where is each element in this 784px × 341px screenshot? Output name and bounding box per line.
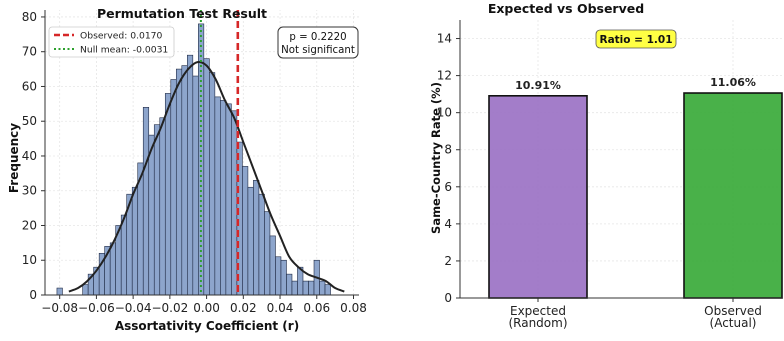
histogram-bar bbox=[153, 124, 161, 296]
histogram-bar bbox=[302, 280, 309, 296]
histogram-bar bbox=[242, 166, 249, 296]
histogram-bar bbox=[225, 103, 232, 296]
y-tick-label: 80 bbox=[22, 10, 37, 24]
y-tick-label: 8 bbox=[444, 143, 452, 157]
histogram-bar bbox=[109, 242, 116, 296]
ratio-annotation: Ratio = 1.01 bbox=[595, 29, 677, 49]
histogram-bar bbox=[291, 280, 298, 296]
histogram-bar bbox=[324, 284, 331, 296]
histogram-bar bbox=[187, 54, 194, 296]
ratio-label: Ratio = 1.01 bbox=[599, 34, 672, 46]
histogram-bar bbox=[286, 273, 293, 296]
comparison-chart: 10.91% Expected(Random) 11.06% Observed(Act… bbox=[429, 1, 783, 330]
y-tick-label: 2 bbox=[444, 254, 452, 268]
histogram-bar bbox=[192, 75, 199, 296]
x-tick-label: 0.00 bbox=[193, 301, 220, 315]
y-axis-label: Frequency bbox=[7, 123, 21, 193]
histogram-bar bbox=[209, 72, 216, 296]
histogram-bar bbox=[220, 100, 227, 296]
x-tick-label: Expected bbox=[510, 304, 566, 318]
kde-curve bbox=[68, 60, 345, 293]
x-tick-label: −0.04 bbox=[115, 301, 152, 315]
y-tick-label: 10 bbox=[22, 253, 37, 267]
x-tick-label: 0.06 bbox=[303, 301, 330, 315]
y-tick-label: 50 bbox=[22, 114, 37, 128]
x-tick-label: 0.02 bbox=[230, 301, 257, 315]
y-tick-label: 60 bbox=[22, 79, 37, 93]
chart-title: Expected vs Observed bbox=[488, 1, 644, 16]
y-tick-label: 14 bbox=[437, 32, 452, 46]
bar-value-label: 10.91% bbox=[515, 79, 561, 92]
y-tick-label: 12 bbox=[437, 69, 452, 83]
annotation-box bbox=[277, 26, 359, 59]
legend-label-observed: Observed: 0.0170 bbox=[80, 31, 163, 42]
histogram-bar bbox=[264, 211, 271, 296]
histogram-bar bbox=[131, 186, 139, 296]
bar-value-label: 11.06% bbox=[710, 76, 756, 89]
histogram-chart: 0 10 20 30 40 50 60 70 80 −0.08 −0.06 −0.04 −0.02 0.0… bbox=[7, 6, 367, 333]
y-tick-label: 70 bbox=[22, 45, 37, 59]
histogram-bar bbox=[175, 68, 183, 296]
x-tick-label: 0.08 bbox=[340, 301, 367, 315]
x-axis-label: Assortativity Coefficient (r) bbox=[115, 319, 299, 333]
histogram-bar bbox=[231, 110, 238, 296]
y-tick-label: 40 bbox=[22, 149, 37, 163]
x-tick-label: Observed bbox=[704, 304, 762, 318]
histogram-bar bbox=[164, 93, 172, 296]
x-tick-label: (Random) bbox=[508, 316, 567, 330]
histogram-bar bbox=[142, 107, 150, 296]
y-tick-label: 20 bbox=[22, 218, 37, 232]
y-tick-label: 10 bbox=[437, 106, 452, 120]
comparison-bar bbox=[488, 95, 588, 299]
histogram-bar bbox=[148, 134, 155, 296]
legend-box bbox=[48, 26, 175, 58]
histogram-bar bbox=[159, 117, 166, 296]
histogram-bar bbox=[253, 180, 260, 296]
histogram-bar bbox=[82, 284, 89, 296]
ratio-box bbox=[595, 29, 677, 49]
chart-title: Permutation Test Result bbox=[97, 6, 267, 21]
x-tick-label: −0.08 bbox=[41, 301, 78, 315]
y-tick-label: 0 bbox=[444, 291, 452, 305]
comparison-bar bbox=[683, 92, 783, 299]
histogram-bar bbox=[275, 256, 282, 296]
histogram-bar bbox=[203, 58, 210, 296]
histogram-bar bbox=[319, 280, 326, 296]
y-tick-label: 0 bbox=[29, 288, 37, 302]
x-tick-label: −0.06 bbox=[78, 301, 115, 315]
legend-label-null-mean: Null mean: -0.0031 bbox=[80, 45, 168, 56]
histogram-bar bbox=[214, 96, 221, 296]
histogram-bar bbox=[269, 235, 276, 296]
y-tick-label: 4 bbox=[444, 217, 452, 231]
annotation-line2: Not significant bbox=[281, 45, 355, 56]
histogram-bar bbox=[280, 259, 287, 296]
histogram-bar bbox=[56, 287, 63, 296]
legend: Observed: 0.0170 Null mean: -0.0031 bbox=[48, 26, 175, 58]
y-tick-label: 30 bbox=[22, 184, 37, 198]
x-tick-label: −0.02 bbox=[151, 301, 188, 315]
x-tick-label: (Actual) bbox=[710, 316, 757, 330]
histogram-bar bbox=[247, 186, 254, 296]
x-tick-label: 0.04 bbox=[267, 301, 294, 315]
annotation-line1: p = 0.2220 bbox=[289, 32, 346, 43]
y-axis-label: Same-Country Rate (%) bbox=[429, 82, 443, 234]
histogram-bar bbox=[308, 280, 315, 296]
histogram-bar bbox=[258, 193, 265, 296]
histogram-bar bbox=[181, 65, 188, 296]
histogram-bar bbox=[120, 214, 128, 296]
histogram-bar bbox=[170, 79, 177, 296]
histogram-bar bbox=[198, 23, 205, 296]
y-tick-label: 6 bbox=[444, 180, 452, 194]
pvalue-annotation: p = 0.2220 Not significant bbox=[277, 26, 359, 59]
